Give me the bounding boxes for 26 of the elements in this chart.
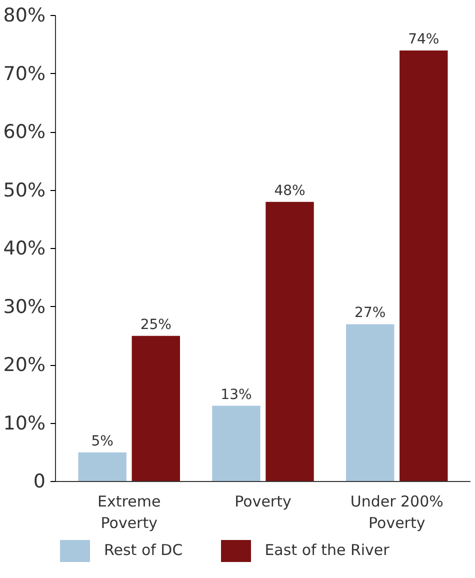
y-tick-label: 70% [3, 62, 46, 85]
y-tick-label: 20% [3, 354, 46, 376]
data-label: 74% [408, 31, 440, 48]
data-label: 13% [220, 386, 252, 403]
x-tick-label: Under 200% Poverty [350, 492, 444, 532]
legend-label: East of the River [264, 540, 390, 562]
bar [400, 50, 448, 482]
data-label: 48% [274, 182, 306, 199]
y-tick-label: 10% [3, 412, 46, 434]
x-tick-label: Extreme Poverty [98, 492, 161, 532]
bar [346, 324, 394, 482]
data-label: 27% [354, 305, 386, 322]
data-label: 5% [91, 433, 114, 450]
bar [212, 406, 260, 482]
x-tick-label: Poverty [234, 492, 292, 510]
y-tick-label: 60% [3, 121, 46, 143]
y-tick-label: 30% [3, 296, 46, 318]
y-tick-label: 80% [3, 4, 46, 26]
legend-label: Rest of DC [104, 540, 183, 562]
y-tick-label: 0 [33, 470, 46, 492]
bar [266, 202, 314, 482]
y-tick-label: 50% [3, 179, 46, 202]
bar [132, 336, 180, 482]
data-label: 25% [140, 316, 172, 333]
y-tick-label: 40% [3, 238, 46, 260]
bar [78, 452, 126, 482]
